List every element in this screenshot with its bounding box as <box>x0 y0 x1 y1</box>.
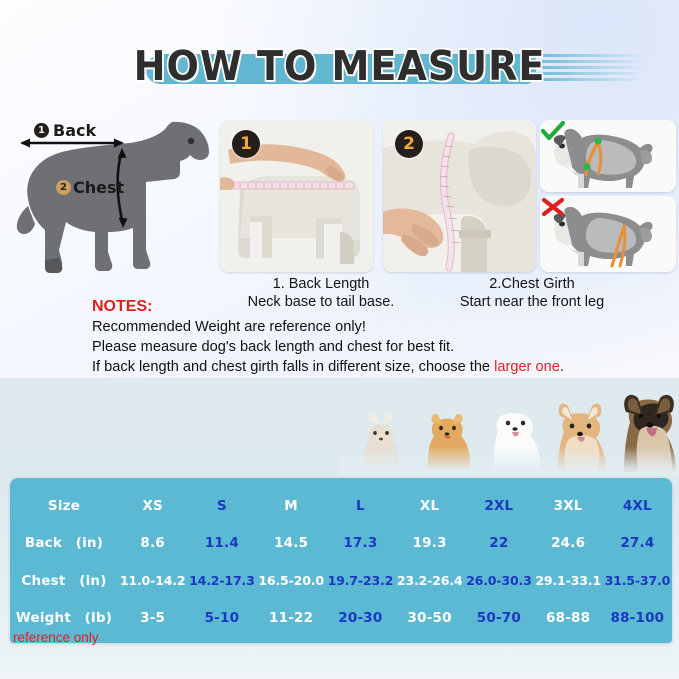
cell-size-m: M <box>284 497 298 514</box>
chest-caption-line1: 2.Chest Girth <box>489 276 575 292</box>
note-line-2: Please measure dog's back length and che… <box>92 339 455 355</box>
table-row: Weight (lb) 3-5 5-10 11-22 20-30 30-50 5… <box>10 600 672 638</box>
incorrect-measurement-photo <box>540 196 676 272</box>
photo-number-badge-1: 1 <box>232 130 260 158</box>
measurement-guide-section: HOW TO MEASURE 1 Back 2 Chest <box>0 0 679 378</box>
dog-silhouette-diagram: 1 Back 2 Chest <box>4 110 218 278</box>
cell-chest-3xl: 29.1-33.1 <box>535 573 601 589</box>
page-title: HOW TO MEASURE <box>132 40 546 92</box>
chest-label-text: Chest <box>73 178 125 197</box>
back-caption-line1: 1. Back Length <box>272 276 370 292</box>
back-length-photo-graphic <box>220 120 373 272</box>
cell-weight-xs: 3-5 <box>140 610 166 627</box>
cell-size-2xl: 2XL <box>484 497 514 514</box>
note-line-3-suffix: . <box>559 359 564 375</box>
dog-size-lineup <box>0 378 679 476</box>
cell-chest-4xl: 31.5-37.0 <box>604 573 671 589</box>
row-label: Chest (in) <box>21 572 107 589</box>
back-length-caption: 1. Back Length Neck base to tail base. <box>221 275 421 311</box>
chest-caption-line2: Start near the front leg <box>459 294 605 310</box>
cell-size-l: L <box>355 497 365 514</box>
cell-back-m: 14.5 <box>274 535 309 552</box>
table-row: Chest (in) 11.0-14.2 14.2-17.3 16.5-20.0… <box>10 562 672 600</box>
cell-back-2xl: 22 <box>489 535 509 552</box>
cell-back-4xl: 27.4 <box>620 535 655 552</box>
cell-weight-l: 20-30 <box>338 610 383 627</box>
cell-size-4xl: 4XL <box>622 497 652 514</box>
cell-chest-l: 19.7-23.2 <box>327 573 394 589</box>
cell-weight-xl: 30-50 <box>407 610 452 627</box>
cell-chest-xl: 23.2-26.4 <box>396 573 463 589</box>
notes-heading: NOTES: <box>92 298 153 315</box>
cell-back-xs: 8.6 <box>140 535 165 552</box>
note-line-1: Recommended Weight are reference only! <box>92 319 366 335</box>
cell-size-xs: XS <box>142 497 163 514</box>
chest-number-badge: 2 <box>56 180 71 195</box>
cell-back-l: 17.3 <box>343 535 378 552</box>
cell-chest-s: 14.2-17.3 <box>189 573 255 589</box>
cell-back-s: 11.4 <box>204 535 239 552</box>
cell-size-3xl: 3XL <box>553 497 583 514</box>
cell-weight-4xl: 88-100 <box>610 610 665 627</box>
cell-size-xl: XL <box>419 497 440 514</box>
cell-weight-3xl: 68-88 <box>546 610 591 627</box>
chest-girth-photo: 2 <box>383 120 536 272</box>
schnauzer-incorrect-graphic <box>540 196 676 272</box>
back-length-photo: 1 <box>220 120 373 272</box>
row-label: Size <box>47 497 81 514</box>
size-chart-section: Size XS S M L XL 2XL 3XL 4XL Back (in) 8… <box>0 378 679 679</box>
check-mark-icon <box>540 120 566 141</box>
cell-back-3xl: 24.6 <box>551 535 586 552</box>
back-caption-line2: Neck base to tail base. <box>247 294 395 310</box>
title-brush-stroke <box>146 54 536 84</box>
table-row: Size XS S M L XL 2XL 3XL 4XL <box>10 487 672 525</box>
schnauzer-correct-graphic <box>540 120 676 192</box>
cell-chest-xs: 11.0-14.2 <box>119 573 186 589</box>
chest-measurement-label: 2 Chest <box>56 178 124 197</box>
photo-number-badge-2: 2 <box>395 130 423 158</box>
size-chart-table: Size XS S M L XL 2XL 3XL 4XL Back (in) 8… <box>10 478 672 643</box>
reference-only-note: reference only <box>13 630 99 645</box>
row-label: Back (in) <box>24 535 104 552</box>
title-area: HOW TO MEASURE <box>0 36 679 96</box>
chest-girth-caption: 2.Chest Girth Start near the front leg <box>424 275 640 311</box>
cell-weight-s: 5-10 <box>204 610 240 627</box>
notes-block: NOTES: Recommended Weight are reference … <box>92 296 632 377</box>
back-number-badge: 1 <box>34 123 49 138</box>
cell-weight-m: 11-22 <box>269 610 314 627</box>
cell-size-s: S <box>216 497 227 514</box>
cross-mark-icon <box>541 197 565 217</box>
row-label: Weight (lb) <box>15 610 113 627</box>
dog-lineup-graphic <box>340 394 679 476</box>
cell-weight-2xl: 50-70 <box>476 610 521 627</box>
correct-measurement-photo <box>540 120 676 192</box>
table-row: Back (in) 8.6 11.4 14.5 17.3 19.3 22 24.… <box>10 525 672 563</box>
note-line-3-highlight: larger one <box>494 359 560 375</box>
note-line-3-prefix: If back length and chest girth falls in … <box>92 359 495 375</box>
back-measurement-label: 1 Back <box>34 121 96 140</box>
cell-chest-m: 16.5-20.0 <box>258 573 324 589</box>
note-line-3: If back length and chest girth falls in … <box>92 357 632 377</box>
cell-back-xl: 19.3 <box>412 535 447 552</box>
dog-silhouette-graphic <box>16 121 209 273</box>
cell-chest-2xl: 26.0-30.3 <box>466 573 532 589</box>
back-label-text: Back <box>53 121 97 140</box>
